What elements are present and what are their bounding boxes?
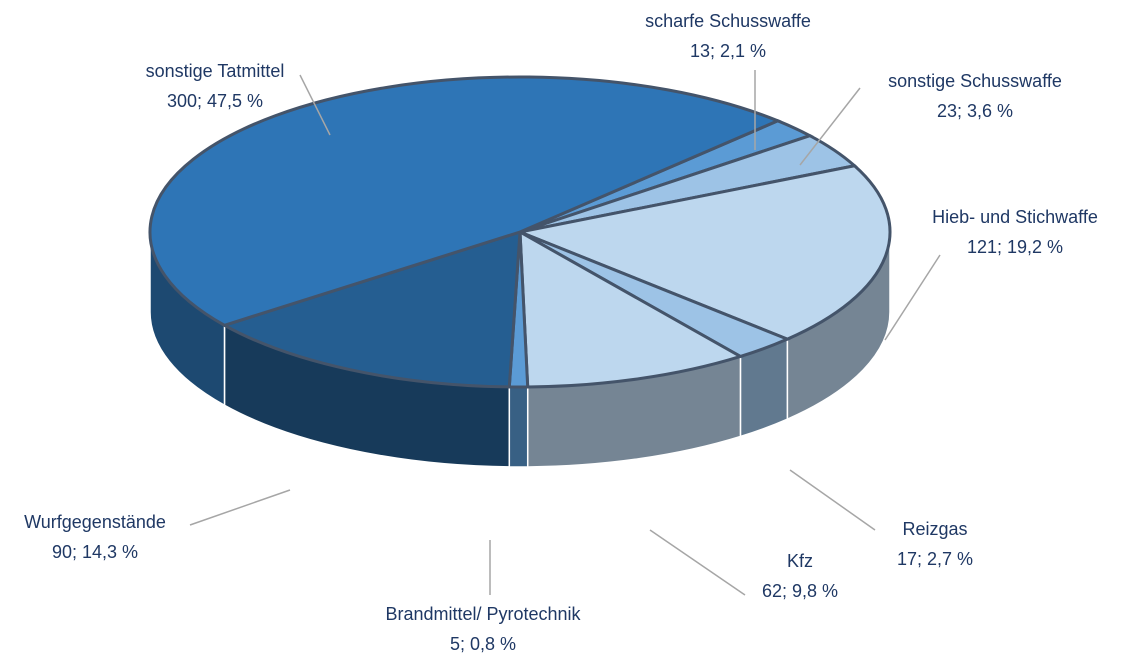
slice-side: [508, 386, 529, 468]
data-label-name: Hieb- und Stichwaffe: [932, 207, 1098, 227]
slice: [514, 164, 892, 341]
data-label-value: 62; 9,8 %: [762, 581, 838, 601]
leader-line: [299, 74, 331, 136]
data-label-name: Brandmittel/ Pyrotechnik: [385, 604, 581, 624]
data-label-name: Kfz: [787, 551, 813, 571]
slice: [148, 75, 782, 327]
data-label-value: 121; 19,2 %: [967, 237, 1063, 257]
leader-line: [799, 87, 861, 166]
leader-line: [789, 469, 876, 531]
data-label-name: Wurfgegenstände: [24, 512, 166, 532]
data-label-value: 300; 47,5 %: [167, 91, 263, 111]
slice: [518, 229, 745, 389]
data-label-value: 23; 3,6 %: [937, 101, 1013, 121]
slice: [220, 229, 522, 389]
data-label-name: sonstige Schusswaffe: [888, 71, 1062, 91]
leader-line: [189, 489, 291, 526]
data-label-value: 17; 2,7 %: [897, 549, 973, 569]
leader-line: [884, 254, 941, 341]
data-label-value: 13; 2,1 %: [690, 41, 766, 61]
data-label-value: 5; 0,8 %: [450, 634, 516, 654]
data-label-value: 90; 14,3 %: [52, 542, 138, 562]
data-label-name: scharfe Schusswaffe: [645, 11, 811, 31]
leader-line: [649, 529, 746, 596]
data-label-name: Reizgas: [902, 519, 967, 539]
data-label-name: sonstige Tatmittel: [146, 61, 285, 81]
